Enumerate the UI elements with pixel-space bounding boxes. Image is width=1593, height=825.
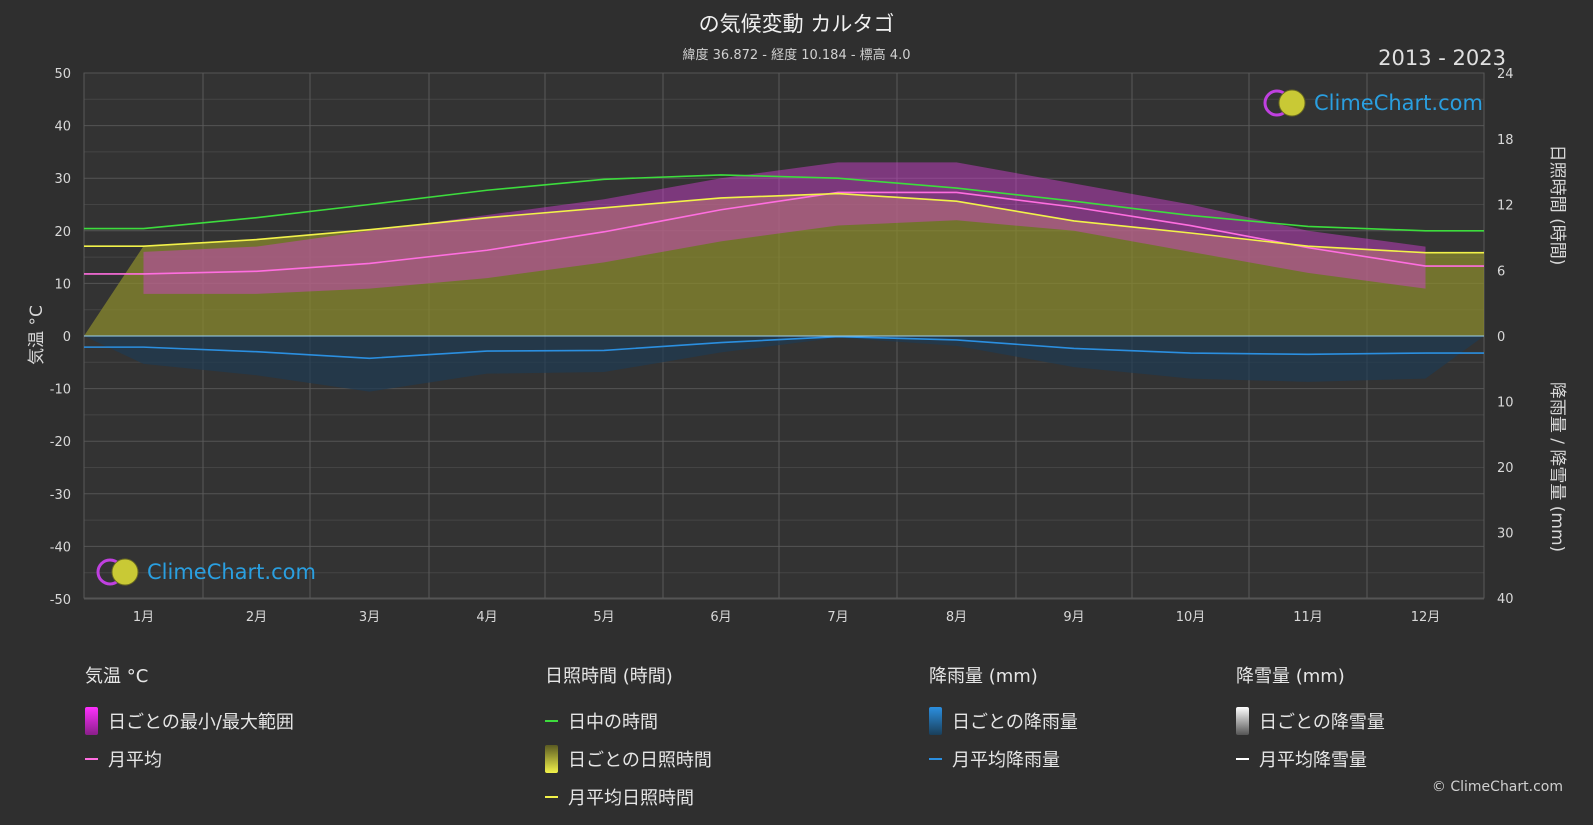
right-bottom-tick-label: 10	[1497, 396, 1514, 411]
legend-item-daylight: 日中の時間	[545, 702, 712, 740]
legend-item-range: 日ごとの最小/最大範囲	[85, 702, 294, 740]
series-lines	[84, 174, 1484, 360]
month-tick-label: 8月	[946, 610, 967, 625]
legend-label: 月平均日照時間	[568, 788, 694, 809]
legend-rain: 降雨量 (mm) 日ごとの降雨量 月平均降雨量	[929, 662, 1078, 778]
legend-label: 月平均降雪量	[1259, 750, 1367, 771]
legend-header: 日照時間 (時間)	[545, 666, 673, 687]
axis-ticks: 50 40 30 20 10 0 -10 -20 -30 -40 -50 24 18 12 6 0 10 20 30…	[50, 67, 1514, 625]
legend-item-snow-avg: 月平均降雪量	[1236, 740, 1385, 778]
chart-title: の気候変動 カルタゴ	[698, 12, 895, 36]
legend-header: 降雨量 (mm)	[929, 666, 1038, 687]
logo-bottom: ClimeChart.com	[95, 557, 316, 587]
sun-avg-line-icon	[545, 796, 558, 798]
rain-swatch-icon	[929, 707, 942, 735]
chart-subtitle: 緯度 36.872 - 経度 10.184 - 標高 4.0	[682, 48, 911, 63]
copyright: © ClimeChart.com	[1431, 779, 1563, 795]
right-bottom-tick-label: 30	[1497, 527, 1514, 542]
right-top-tick-label: 6	[1497, 264, 1505, 279]
legend-label: 日ごとの日照時間	[568, 750, 712, 771]
month-tick-label: 3月	[359, 610, 380, 625]
month-tick-label: 6月	[710, 610, 731, 625]
legend-item-sun-avg: 月平均日照時間	[545, 778, 712, 816]
legend-item-daily-sun: 日ごとの日照時間	[545, 740, 712, 778]
left-tick-label: 50	[54, 67, 71, 82]
right-top-tick-label: 0	[1497, 330, 1505, 345]
left-tick-label: -30	[50, 488, 71, 503]
right-top-tick-label: 12	[1497, 199, 1514, 214]
legend-sunshine: 日照時間 (時間) 日中の時間 日ごとの日照時間 月平均日照時間	[545, 662, 712, 816]
month-tick-label: 2月	[246, 610, 267, 625]
climechart-logo-icon	[96, 558, 139, 586]
snow-swatch-icon	[1236, 707, 1249, 735]
snow-avg-line-icon	[1236, 758, 1249, 760]
month-tick-label: 9月	[1063, 610, 1084, 625]
left-tick-label: -40	[50, 540, 71, 555]
climechart-logo-icon	[1263, 89, 1306, 117]
month-tick-label: 4月	[476, 610, 497, 625]
right-bottom-tick-label: 40	[1497, 592, 1514, 607]
legend-header: 降雪量 (mm)	[1236, 666, 1345, 687]
logo-text: ClimeChart.com	[1314, 91, 1483, 115]
left-tick-label: 10	[54, 277, 71, 292]
legend-header: 気温 °C	[85, 666, 149, 687]
right-bottom-tick-label: 20	[1497, 461, 1514, 476]
logo-text: ClimeChart.com	[147, 560, 316, 584]
series-line-sunshine	[84, 174, 1484, 232]
rain-avg-line-icon	[929, 758, 942, 760]
rain-area	[84, 336, 1484, 392]
series-line-sunshine	[84, 192, 1484, 254]
logo-top: ClimeChart.com	[1262, 88, 1483, 118]
month-tick-label: 5月	[593, 610, 614, 625]
left-tick-label: 40	[54, 120, 71, 135]
month-tick-label: 11月	[1293, 610, 1323, 625]
legend-label: 日ごとの降雨量	[952, 712, 1078, 733]
left-tick-label: -10	[50, 383, 71, 398]
left-tick-label: 20	[54, 225, 71, 240]
left-axis-title: 気温 °C	[27, 305, 47, 365]
legend-label: 月平均降雨量	[952, 750, 1060, 771]
right-top-tick-label: 24	[1497, 67, 1514, 82]
right-top-axis-title: 日照時間 (時間)	[1547, 145, 1567, 266]
right-bottom-axis-title: 降雨量 / 降雪量 (mm)	[1547, 382, 1567, 552]
legend-label: 月平均	[108, 750, 162, 771]
legend-item-avg: 月平均	[85, 740, 294, 778]
left-tick-label: -20	[50, 435, 71, 450]
legend-snow: 降雪量 (mm) 日ごとの降雪量 月平均降雪量	[1236, 662, 1385, 778]
avg-line-icon	[85, 758, 98, 760]
left-tick-label: -50	[50, 593, 71, 608]
sunshine-swatch-icon	[545, 745, 558, 773]
temp-range-area	[143, 162, 1426, 294]
legend-label: 日中の時間	[568, 712, 658, 733]
left-tick-label: 30	[54, 172, 71, 187]
legend-item-daily-snow: 日ごとの降雪量	[1236, 702, 1385, 740]
sunshine-area	[84, 193, 1484, 336]
year-range: 2013 - 2023	[1378, 46, 1506, 70]
month-tick-label: 7月	[827, 610, 848, 625]
temp-range-band	[84, 162, 1484, 392]
month-tick-label: 1月	[133, 610, 154, 625]
right-top-tick-label: 18	[1497, 133, 1514, 148]
left-tick-label: 0	[63, 330, 71, 345]
range-swatch-icon	[85, 707, 98, 735]
legend-temperature: 気温 °C 日ごとの最小/最大範囲 月平均	[85, 662, 294, 778]
month-tick-label: 12月	[1411, 610, 1441, 625]
legend-item-rain-avg: 月平均降雨量	[929, 740, 1078, 778]
climate-chart: 50 40 30 20 10 0 -10 -20 -30 -40 -50 24 18 12 6 0 10 20 30…	[27, 67, 1567, 625]
legend-item-daily-rain: 日ごとの降雨量	[929, 702, 1078, 740]
daylight-line-icon	[545, 720, 558, 722]
series-line-precipitation	[84, 335, 1484, 360]
month-tick-label: 10月	[1176, 610, 1206, 625]
legend-label: 日ごとの降雪量	[1259, 712, 1385, 733]
legend-label: 日ごとの最小/最大範囲	[108, 712, 294, 733]
